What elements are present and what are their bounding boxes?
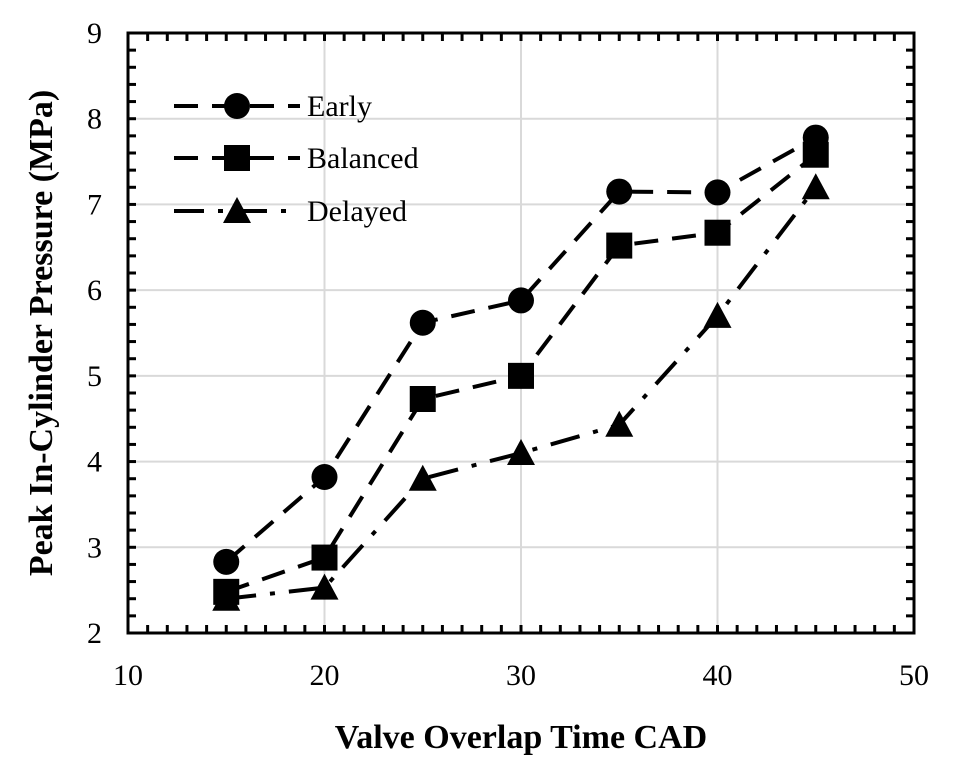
legend-entry-early: Early (174, 90, 372, 123)
legend-label-balanced: Balanced (307, 142, 419, 175)
legend-marker-early (224, 93, 250, 119)
data-point-balanced (606, 232, 633, 259)
y-tick-label: 5 (87, 360, 102, 393)
y-tick-label: 7 (87, 188, 102, 221)
data-point-balanced (508, 362, 534, 389)
x-tick-label: 50 (899, 659, 929, 692)
minor-ticks (126, 31, 916, 635)
data-point-balanced (802, 141, 829, 168)
x-tick-label: 30 (506, 659, 536, 692)
data-point-delayed (507, 439, 535, 465)
data-point-delayed (801, 173, 830, 200)
y-tick-label: 4 (87, 446, 102, 479)
data-point-balanced (409, 386, 436, 412)
data-point-delayed (408, 464, 437, 491)
data-point-delayed (310, 573, 339, 600)
data-point-delayed (212, 584, 241, 611)
data-point-early (606, 178, 633, 205)
series-layer (212, 124, 830, 611)
data-point-early (704, 179, 731, 206)
legend-marker-delayed (223, 197, 251, 223)
legend-label-delayed: Delayed (307, 195, 407, 228)
legend-entry-delayed: Delayed (174, 195, 407, 228)
data-point-early (409, 309, 436, 336)
data-point-balanced (311, 544, 338, 571)
y-tick-label: 3 (87, 531, 102, 564)
legend-marker-balanced (224, 145, 250, 171)
data-point-delayed (605, 410, 634, 437)
y-tick-label: 6 (87, 274, 102, 307)
data-point-early (213, 548, 240, 575)
x-tick-label: 10 (113, 659, 143, 692)
y-tick-label: 2 (87, 617, 102, 650)
x-tick-label: 20 (310, 659, 340, 692)
grid (128, 33, 914, 633)
legend-entry-balanced: Balanced (174, 142, 419, 175)
x-tick-label: 40 (703, 659, 733, 692)
data-point-early (311, 464, 338, 490)
legend: Early Balanced Delayed (174, 90, 419, 228)
y-axis-title: Peak In-Cylinder Pressure (MPa) (23, 90, 60, 576)
y-tick-label: 8 (87, 103, 102, 136)
y-tick-label: 9 (87, 17, 102, 50)
series-delayed (212, 173, 830, 611)
data-point-early (508, 287, 534, 314)
legend-label-early: Early (307, 90, 372, 123)
data-point-balanced (704, 219, 731, 246)
x-axis-title: Valve Overlap Time CAD (335, 719, 707, 756)
tick-labels: 10 20 30 40 50 2 3 4 5 6 7 8 9 (87, 17, 929, 692)
data-point-delayed (703, 301, 732, 328)
series-balanced (213, 141, 829, 605)
